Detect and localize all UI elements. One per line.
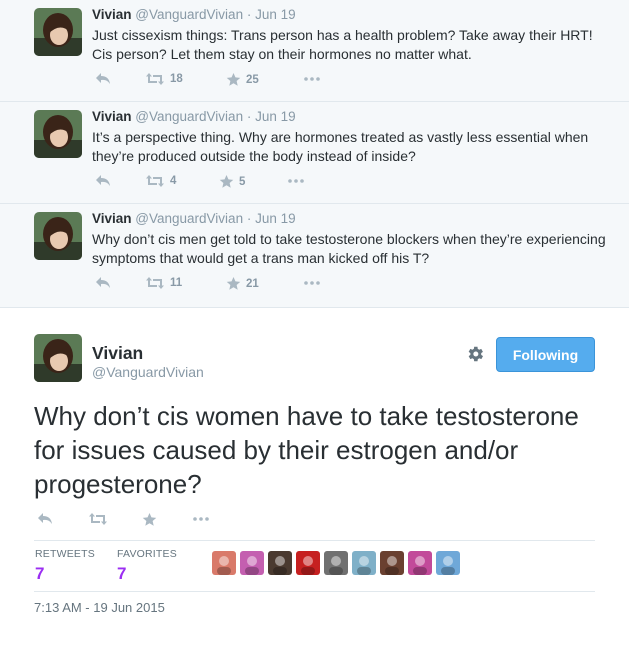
following-button[interactable]: Following — [496, 337, 595, 372]
favoriter-avatar[interactable] — [352, 551, 376, 575]
reply-icon — [96, 277, 110, 288]
avatar[interactable] — [34, 212, 82, 260]
reply-icon — [38, 513, 52, 524]
gear-icon — [468, 346, 483, 362]
retweet-button[interactable]: 11 — [145, 276, 182, 290]
tweet-text: Why don’t cis men get told to take testo… — [92, 231, 606, 266]
author-name[interactable]: Vivian — [92, 109, 132, 124]
thread-tweet[interactable]: Vivian @VanguardVivian · Jun 19 It’s a p… — [0, 102, 629, 204]
more-icon — [288, 179, 304, 183]
more-icon — [304, 281, 320, 285]
more-button[interactable] — [192, 516, 210, 522]
permalink-tweet: Vivian @VanguardVivian Following Why don… — [0, 311, 629, 650]
favoriter-avatar[interactable] — [380, 551, 404, 575]
tweet-header: Vivian @VanguardVivian · Jun 19 — [92, 7, 296, 22]
tweet-header: Vivian @VanguardVivian · Jun 19 — [92, 109, 296, 124]
reply-button[interactable] — [95, 174, 111, 188]
avatar[interactable] — [34, 110, 82, 158]
favoriter-avatar[interactable] — [268, 551, 292, 575]
reply-icon — [96, 73, 110, 84]
more-button[interactable] — [287, 178, 305, 184]
more-button[interactable] — [303, 76, 321, 82]
divider — [34, 540, 595, 541]
avatar[interactable] — [34, 8, 82, 56]
favoriter-avatar[interactable] — [212, 551, 236, 575]
author-handle[interactable]: @VanguardVivian — [135, 109, 244, 124]
separator: · — [246, 109, 252, 124]
favoriter-avatar[interactable] — [436, 551, 460, 575]
retweet-count: 11 — [170, 277, 183, 289]
favorite-button[interactable]: 5 — [219, 174, 245, 189]
retweet-count: 18 — [170, 73, 183, 85]
tweet-date[interactable]: Jun 19 — [255, 211, 296, 226]
star-icon — [226, 72, 241, 86]
favorite-count: 5 — [239, 175, 246, 188]
retweet-icon — [146, 277, 164, 289]
retweet-button[interactable] — [88, 512, 108, 526]
favoriters-avatars — [212, 551, 460, 575]
favorites-value: 7 — [117, 564, 127, 583]
author-name[interactable]: Vivian — [92, 7, 132, 22]
divider — [34, 591, 595, 592]
more-icon — [304, 77, 320, 81]
thread-tweet[interactable]: Vivian @VanguardVivian · Jun 19 Why don’… — [0, 204, 629, 308]
favorites-stat[interactable]: FAVORITES 7 — [117, 548, 177, 584]
retweet-button[interactable]: 4 — [145, 174, 176, 188]
tweet-text: Why don’t cis women have to take testost… — [34, 401, 579, 499]
favorite-count: 25 — [246, 73, 259, 86]
star-icon — [219, 174, 234, 188]
reply-button[interactable] — [95, 72, 111, 86]
favoriter-avatar[interactable] — [240, 551, 264, 575]
tweet-timestamp[interactable]: 7:13 AM - 19 Jun 2015 — [34, 600, 165, 615]
favorites-label: FAVORITES — [117, 548, 177, 560]
user-actions-button[interactable] — [465, 344, 485, 369]
avatar[interactable] — [34, 334, 82, 382]
author-name[interactable]: Vivian — [92, 211, 132, 226]
more-icon — [193, 517, 209, 521]
more-button[interactable] — [303, 280, 321, 286]
favorite-button[interactable] — [142, 512, 157, 527]
author-handle[interactable]: @VanguardVivian — [135, 211, 244, 226]
star-icon — [226, 276, 241, 290]
tweet-text: Just cissexism things: Trans person has … — [92, 27, 593, 62]
tweet-date[interactable]: Jun 19 — [255, 7, 296, 22]
favoriter-avatar[interactable] — [324, 551, 348, 575]
conversation-thread: Vivian @VanguardVivian · Jun 19 Just cis… — [0, 0, 629, 308]
retweet-icon — [89, 513, 107, 525]
favorite-button[interactable]: 25 — [226, 72, 259, 87]
tweet-header: Vivian @VanguardVivian · Jun 19 — [92, 211, 296, 226]
separator: · — [246, 211, 252, 226]
favorite-button[interactable]: 21 — [226, 276, 259, 291]
thread-tweet[interactable]: Vivian @VanguardVivian · Jun 19 Just cis… — [0, 0, 629, 102]
author-name[interactable]: Vivian — [92, 343, 144, 363]
tweet-date[interactable]: Jun 19 — [255, 109, 296, 124]
retweet-button[interactable]: 18 — [145, 72, 183, 86]
reply-button[interactable] — [95, 276, 111, 290]
favoriter-avatar[interactable] — [408, 551, 432, 575]
favorite-count: 21 — [246, 277, 259, 290]
author-handle[interactable]: @VanguardVivian — [135, 7, 244, 22]
retweets-stat[interactable]: RETWEETS 7 — [35, 548, 95, 584]
reply-icon — [96, 175, 110, 186]
reply-button[interactable] — [37, 512, 53, 526]
star-icon — [142, 512, 157, 526]
tweet-text: It’s a perspective thing. Why are hormon… — [92, 129, 589, 164]
retweet-icon — [146, 175, 164, 187]
retweet-count: 4 — [170, 175, 177, 187]
separator: · — [246, 7, 252, 22]
author-handle[interactable]: @VanguardVivian — [92, 364, 204, 380]
retweet-icon — [146, 73, 164, 85]
favoriter-avatar[interactable] — [296, 551, 320, 575]
retweets-label: RETWEETS — [35, 548, 95, 560]
retweets-value: 7 — [35, 564, 45, 583]
